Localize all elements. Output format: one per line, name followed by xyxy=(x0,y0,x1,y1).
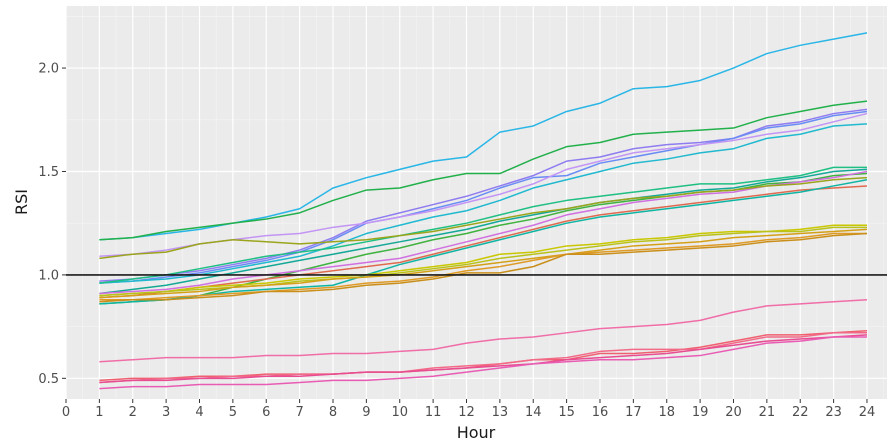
series-line-17 xyxy=(99,232,867,301)
series-line-12 xyxy=(99,185,868,299)
series-line-22 xyxy=(99,334,868,384)
x-tick-label: 13 xyxy=(492,405,509,420)
y-axis-title: RSI xyxy=(12,189,31,215)
x-axis-title: Hour xyxy=(457,423,496,442)
x-tick-label: 17 xyxy=(625,405,642,420)
x-tick-label: 8 xyxy=(329,405,337,420)
x-tick-label: 24 xyxy=(859,405,876,420)
x-tick-label: 16 xyxy=(592,405,609,420)
series-line-14 xyxy=(99,224,867,297)
series-line-19 xyxy=(99,298,868,363)
plot-panel xyxy=(66,6,887,399)
series-line-5 xyxy=(99,123,868,284)
x-tick-label: 9 xyxy=(362,405,370,420)
series-line-16 xyxy=(99,228,868,299)
x-tick-label: 23 xyxy=(825,405,842,420)
x-tick-label: 4 xyxy=(195,405,203,420)
x-tick-label: 3 xyxy=(162,405,170,420)
x-tick-label: 10 xyxy=(391,405,408,420)
x-axis: 0 1 2 3 4 5 6 7 8 9 10 11 12 13 14 15 16 17 18 19 20 21 22 23 24 xyxy=(62,399,875,420)
series-line-4 xyxy=(99,110,868,284)
x-tick-label: 5 xyxy=(229,405,237,420)
x-tick-label: 12 xyxy=(458,405,475,420)
series-line-10 xyxy=(99,170,868,295)
series-line-13 xyxy=(99,179,868,305)
series-line-11 xyxy=(99,176,868,260)
x-tick-label: 22 xyxy=(792,405,809,420)
y-tick-label: 1.5 xyxy=(38,165,59,180)
x-tick-label: 15 xyxy=(558,405,575,420)
x-tick-label: 0 xyxy=(62,405,70,420)
x-tick-label: 18 xyxy=(658,405,675,420)
series-line-18 xyxy=(99,232,868,303)
x-tick-label: 7 xyxy=(295,405,303,420)
series-line-2 xyxy=(99,100,868,241)
x-tick-label: 1 xyxy=(95,405,103,420)
x-tick-label: 11 xyxy=(425,405,442,420)
x-tick-label: 6 xyxy=(262,405,270,420)
y-tick-label: 0.5 xyxy=(38,372,59,387)
x-tick-label: 20 xyxy=(725,405,742,420)
series-line-7 xyxy=(99,166,867,284)
y-axis: 0.5 1.0 1.5 2.0 xyxy=(38,62,66,387)
x-tick-label: 2 xyxy=(129,405,137,420)
series-line-21 xyxy=(99,332,867,384)
series-layer xyxy=(99,32,868,390)
series-line-8 xyxy=(99,168,868,295)
x-tick-label: 14 xyxy=(525,405,542,420)
x-tick-label: 21 xyxy=(759,405,776,420)
y-tick-label: 2.0 xyxy=(38,62,59,77)
x-tick-label: 19 xyxy=(692,405,709,420)
series-line-23 xyxy=(99,336,867,390)
y-tick-label: 1.0 xyxy=(38,268,59,283)
grid-minor xyxy=(66,6,887,399)
